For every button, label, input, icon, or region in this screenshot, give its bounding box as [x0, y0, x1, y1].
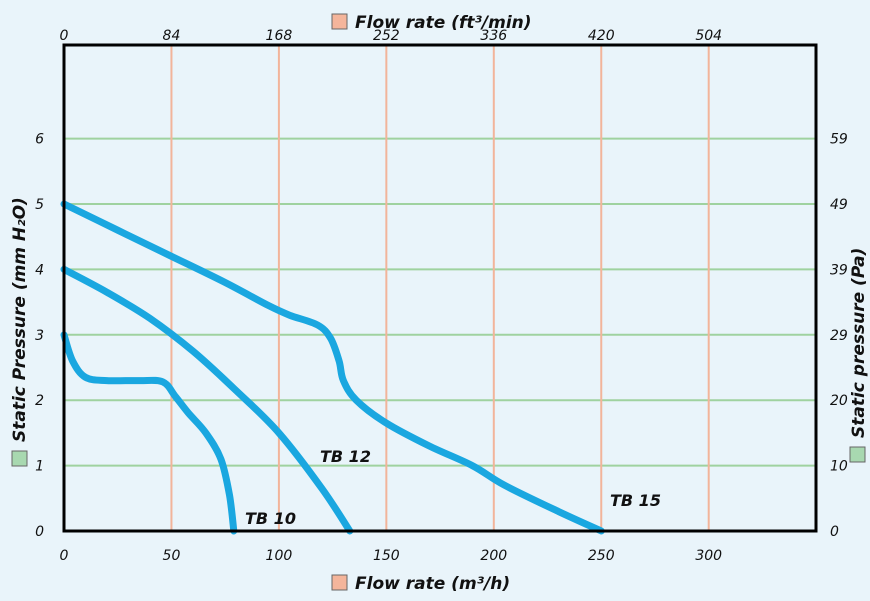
y-tick-label-right: 29 [830, 328, 848, 344]
series-label-tb-12: TB 12 [320, 447, 371, 466]
curve-layer: TB 10 TB 12 TB 15 [60, 200, 661, 535]
x-tick-label-bottom: 200 [480, 548, 507, 564]
top-axis-marker [331, 13, 348, 30]
y-tick-label-left: 5 [35, 197, 44, 213]
y-tick-label-right: 59 [830, 132, 848, 148]
right-axis-marker [849, 446, 866, 463]
plot-frame [62, 43, 818, 533]
series-line-tb-10 [60, 331, 238, 535]
x-tick-label-bottom: 250 [588, 548, 615, 564]
y-tick-label-left: 0 [35, 524, 44, 540]
y-tick-label-left: 1 [35, 459, 44, 475]
y-tick-label-left: 3 [35, 328, 44, 344]
series-label-tb-15: TB 15 [610, 491, 661, 510]
top-axis-title: Flow rate (ft³/min) [355, 13, 532, 33]
y-tick-label-right: 20 [830, 393, 848, 409]
bottom-axis-marker [331, 574, 348, 591]
left-axis-title: Static Pressure (mm H₂O) [10, 197, 30, 442]
left-axis-marker [11, 450, 28, 467]
y-tick-label-right: 49 [830, 197, 848, 213]
x-tick-label-bottom: 150 [373, 548, 400, 564]
x-tick-label-top: 420 [588, 28, 615, 44]
y-tick-label-right: 0 [830, 524, 839, 540]
x-tick-label-top: 336 [480, 28, 507, 44]
x-tick-label-bottom: 100 [266, 548, 293, 564]
x-tick-label-top: 0 [60, 28, 69, 44]
grid-layer [64, 45, 816, 531]
x-tick-label-top: 252 [373, 28, 400, 44]
y-tick-label-left: 2 [35, 393, 44, 409]
x-tick-label-top: 504 [695, 28, 722, 44]
x-tick-label-bottom: 50 [163, 548, 181, 564]
y-tick-label-left: 4 [35, 262, 44, 278]
tick-layer: 0 01 102 203 294 395 496 5900508410016815025220… [35, 28, 848, 564]
x-tick-label-bottom: 300 [695, 548, 722, 564]
series-label-tb-10: TB 10 [245, 509, 296, 528]
bottom-axis-title: Flow rate (m³/h) [355, 574, 510, 594]
x-tick-label-top: 168 [266, 28, 293, 44]
y-tick-label-left: 6 [35, 132, 44, 148]
x-tick-label-bottom: 0 [60, 548, 69, 564]
series-line-tb-12 [60, 265, 354, 535]
right-axis-title: Static pressure (Pa) [849, 248, 869, 438]
x-tick-label-top: 84 [163, 28, 181, 44]
y-tick-label-right: 10 [830, 459, 848, 475]
series-line-tb-15 [60, 200, 605, 535]
y-tick-label-right: 39 [830, 262, 848, 278]
